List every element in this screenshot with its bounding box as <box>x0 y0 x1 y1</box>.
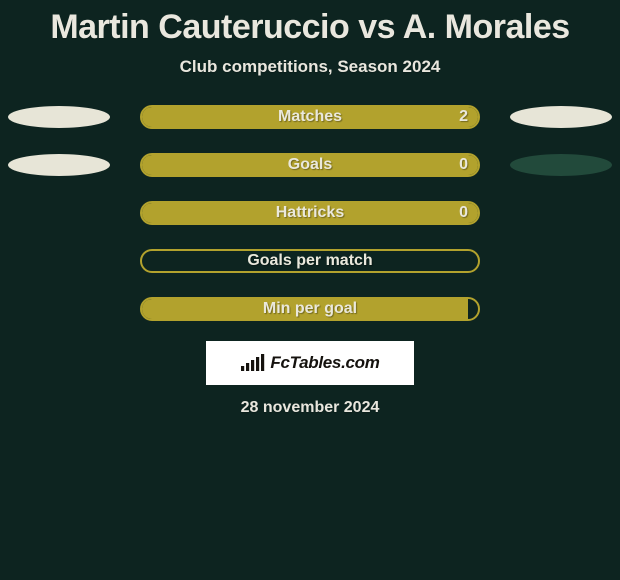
stat-value: 0 <box>459 156 468 174</box>
right-value-pill <box>510 154 612 176</box>
stat-bar: Matches 2 <box>140 105 480 129</box>
stat-label: Hattricks <box>276 204 344 222</box>
attribution-badge: FcTables.com <box>206 341 414 385</box>
stat-row: Goals 0 <box>0 153 620 177</box>
left-value-pill <box>8 106 110 128</box>
stat-bar: Goals 0 <box>140 153 480 177</box>
stat-label: Goals <box>288 156 332 174</box>
page-title: Martin Cauteruccio vs A. Morales <box>50 8 569 47</box>
stat-bar: Min per goal <box>140 297 480 321</box>
stat-row: Hattricks 0 <box>0 201 620 225</box>
subtitle: Club competitions, Season 2024 <box>180 57 441 77</box>
comparison-infographic: Martin Cauteruccio vs A. Morales Club co… <box>0 0 620 580</box>
stat-label: Goals per match <box>247 252 372 270</box>
attribution-text: FcTables.com <box>270 353 379 373</box>
stat-label: Min per goal <box>263 300 357 318</box>
stat-bar: Hattricks 0 <box>140 201 480 225</box>
bar-chart-icon <box>240 354 266 372</box>
stat-label: Matches <box>278 108 342 126</box>
stat-value: 0 <box>459 204 468 222</box>
right-value-pill <box>510 106 612 128</box>
stat-rows: Matches 2 Goals 0 Hattricks 0 Goals per match M… <box>0 105 620 321</box>
stat-row: Min per goal <box>0 297 620 321</box>
left-value-pill <box>8 154 110 176</box>
stat-bar: Goals per match <box>140 249 480 273</box>
stat-row: Goals per match <box>0 249 620 273</box>
date-label: 28 november 2024 <box>241 399 380 417</box>
stat-value: 2 <box>459 108 468 126</box>
stat-row: Matches 2 <box>0 105 620 129</box>
